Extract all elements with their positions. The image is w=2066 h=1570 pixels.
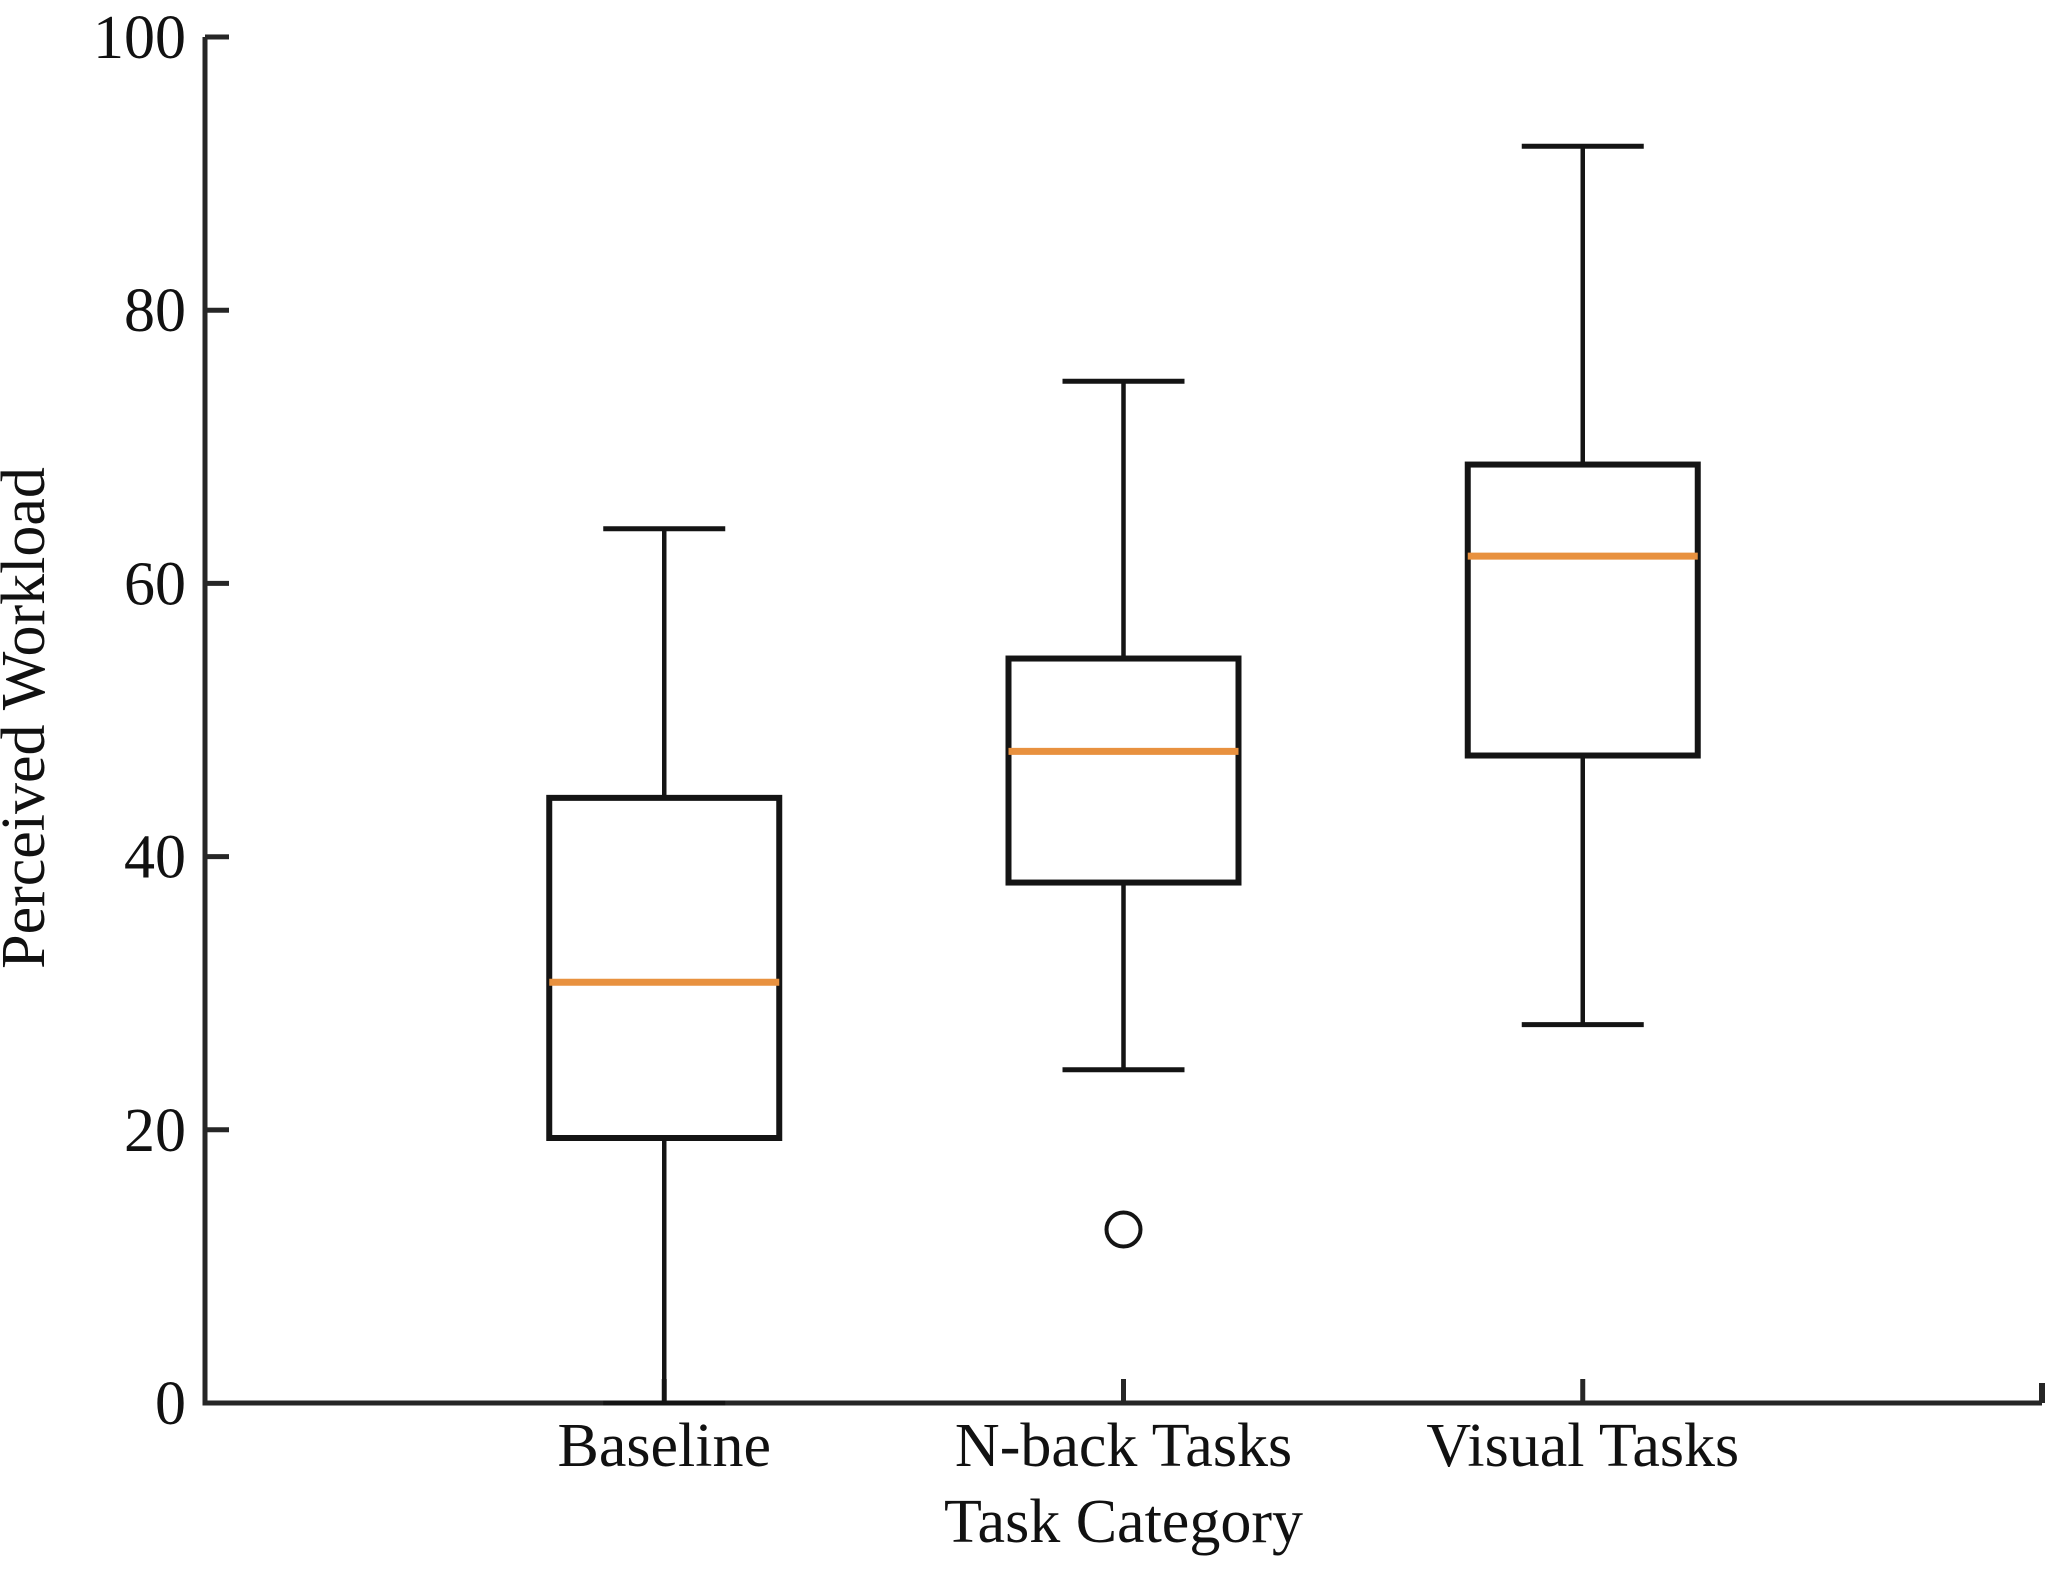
x-tick-label-visual-tasks: Visual Tasks bbox=[1426, 1412, 1739, 1480]
y-tick-label-0: 0 bbox=[155, 1370, 186, 1438]
x-tick-label-n-back-tasks: N-back Tasks bbox=[955, 1412, 1292, 1480]
x-axis-title: Task Category bbox=[944, 1488, 1303, 1556]
y-tick-label-100: 100 bbox=[93, 4, 186, 72]
y-tick-label-80: 80 bbox=[124, 277, 186, 345]
axes bbox=[202, 34, 2045, 1406]
box-baseline bbox=[546, 526, 783, 1406]
x-tick-label-baseline: Baseline bbox=[558, 1412, 772, 1480]
box-n-back-tasks bbox=[1005, 378, 1242, 1249]
outlier-point-0 bbox=[1104, 1210, 1143, 1249]
y-tick-label-60: 60 bbox=[124, 550, 186, 618]
y-tick-label-20: 20 bbox=[124, 1097, 186, 1165]
box-visual-tasks bbox=[1464, 143, 1701, 1028]
iqr-box bbox=[1005, 655, 1242, 886]
y-axis-title: Perceived Workload bbox=[0, 467, 58, 969]
iqr-box bbox=[1464, 461, 1701, 759]
y-tick-label-40: 40 bbox=[124, 824, 186, 892]
iqr-box bbox=[546, 794, 783, 1141]
